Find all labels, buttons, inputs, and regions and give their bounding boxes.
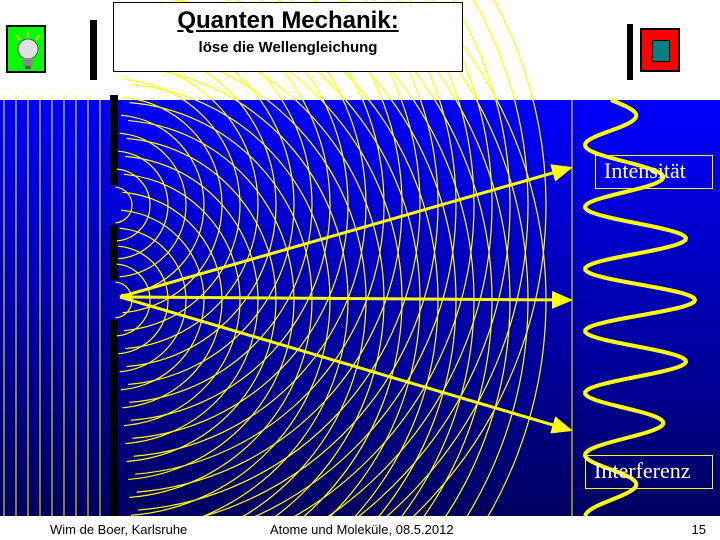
detector-slit-bar <box>627 24 633 80</box>
detector-sensor <box>652 40 670 62</box>
footer-pageno: 15 <box>692 522 706 537</box>
source-slit-bar <box>90 20 97 80</box>
title-main: Quanten Mechanik: <box>114 7 462 35</box>
interference-label: Interferenz <box>585 455 713 489</box>
interference-label-text: Interferenz <box>594 458 690 483</box>
title-box: Quanten Mechanik: löse die Wellengleichu… <box>113 2 463 72</box>
slide-footer: Wim de Boer, Karlsruhe Atome und Molekül… <box>0 516 720 540</box>
intensity-label-text: Intensität <box>604 158 686 183</box>
footer-author: Wim de Boer, Karlsruhe <box>50 522 187 537</box>
title-sub: löse die Wellengleichung <box>114 39 462 56</box>
slide-stage: Quanten Mechanik: löse die Wellengleichu… <box>0 0 720 540</box>
footer-mid: Atome und Moleküle, 08.5.2012 <box>270 522 454 537</box>
intensity-label: Intensität <box>595 155 713 189</box>
bulb-icon <box>8 27 48 75</box>
light-source-box <box>6 25 46 73</box>
